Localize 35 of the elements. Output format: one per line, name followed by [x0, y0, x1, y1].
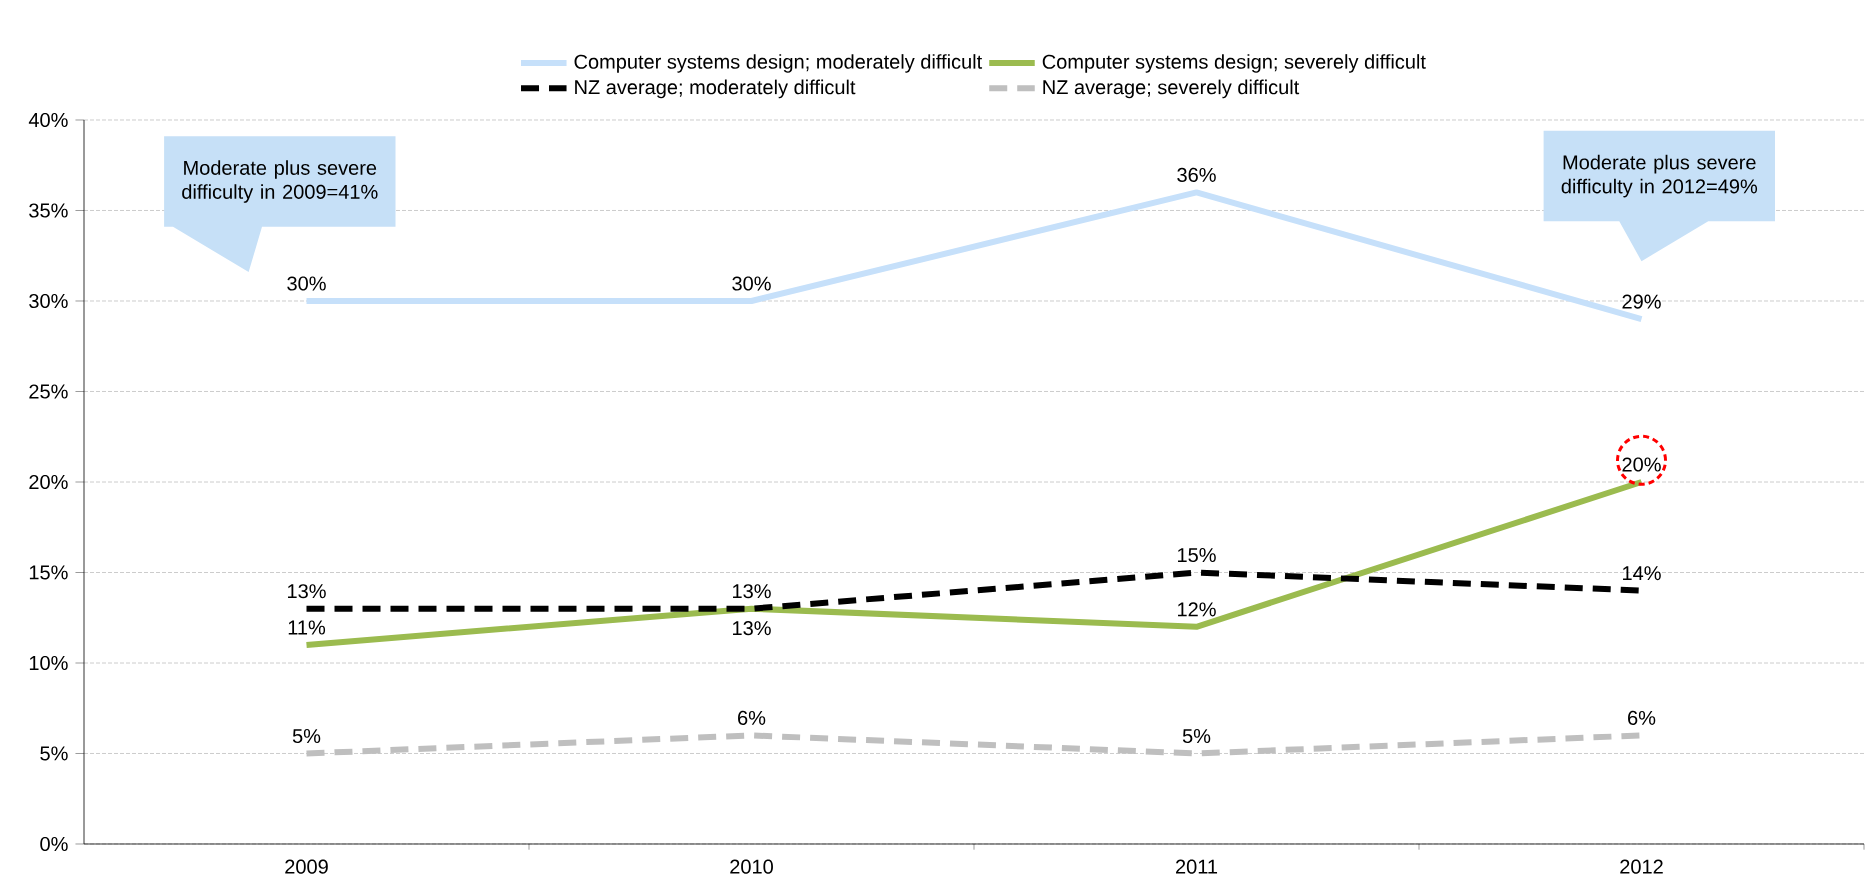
data-label: 36% — [1177, 167, 1216, 182]
x-tick-label: 2010 — [730, 859, 773, 874]
y-tick-label: 20% — [29, 474, 68, 490]
data-label: 13% — [733, 584, 771, 599]
data-label: 20% — [1622, 457, 1661, 472]
data-label: 6% — [1628, 710, 1656, 725]
legend-label: NZ average; severely difficult — [1043, 79, 1300, 99]
data-label: 5% — [1182, 729, 1211, 744]
y-tick-label: 10% — [29, 655, 68, 671]
data-label: 6% — [738, 710, 766, 725]
y-tick-label: 25% — [29, 384, 68, 399]
x-tick-label: 2012 — [1620, 859, 1663, 874]
data-label: 11% — [288, 620, 326, 635]
data-label: 13% — [288, 584, 326, 599]
annotation: Moderate plus severe difficulty in 2009=41% — [182, 160, 378, 203]
y-tick-label: 30% — [29, 293, 68, 309]
legend-label: Computer systems design; moderately difficult — [574, 54, 983, 73]
data-label: 13% — [733, 621, 771, 636]
data-label: 15% — [1178, 548, 1216, 563]
legend-label: Computer systems design; severely difficult — [1042, 54, 1426, 73]
data-label: 30% — [287, 276, 326, 291]
data-label: 12% — [1178, 602, 1216, 617]
data-label: 5% — [292, 729, 321, 744]
data-label: 30% — [732, 276, 771, 291]
y-tick-label: 0% — [40, 836, 68, 852]
data-label: 29% — [1622, 294, 1661, 309]
legend-label: NZ average; moderately difficult — [575, 79, 856, 99]
x-tick-label: 2011 — [1176, 859, 1218, 874]
data-label: 14% — [1623, 566, 1661, 581]
y-tick-label: 40% — [28, 112, 68, 128]
y-tick-label: 5% — [40, 746, 68, 761]
y-tick-label: 35% — [29, 203, 68, 218]
x-tick-label: 2009 — [285, 859, 328, 874]
annotation: Moderate plus severe difficulty in 2012=49% — [1561, 154, 1758, 198]
y-tick-label: 15% — [29, 565, 68, 580]
